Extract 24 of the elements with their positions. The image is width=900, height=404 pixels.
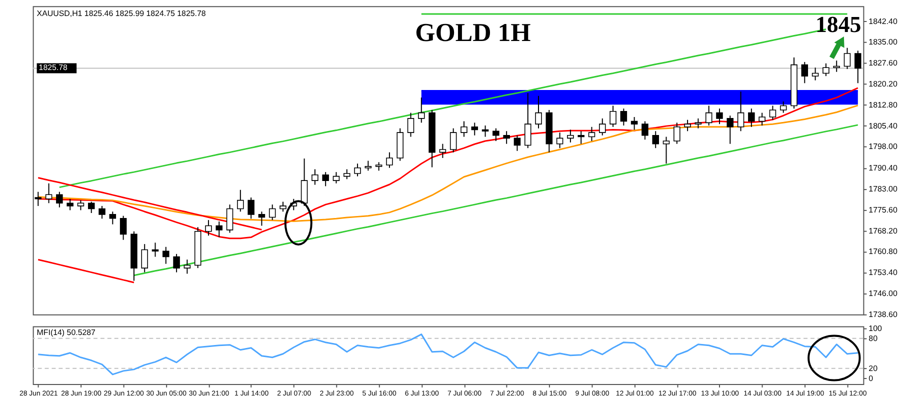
chart-title: MFI(14) 50.5287 [36, 328, 96, 338]
y-tick-label: 1775.60 [868, 205, 898, 214]
y-tick-label: 1827.60 [868, 58, 898, 68]
y-tick-label: 1805.40 [868, 121, 898, 130]
y-tick-label: 1820.20 [868, 79, 898, 88]
annotation: XAUUSD,H1 1825.46 1825.99 1824.75 1825.78 [36, 9, 206, 18]
text: GOLD 1H [415, 18, 531, 47]
y-tick-label: 1842.40 [868, 16, 898, 26]
y-tick-label: 1746.00 [868, 288, 898, 298]
y-tick-label: 1798.00 [868, 142, 898, 152]
y-tick-label: 100 [868, 324, 883, 333]
ref-line-label: 1825.78 [38, 63, 68, 72]
y-tick-label: 1835.00 [868, 38, 898, 47]
y-tick-label: 1790.40 [868, 164, 898, 173]
y-tick-label: 1812.80 [868, 100, 898, 110]
y-tick-label: 1753.40 [868, 268, 898, 278]
y-tick-label: 1738.60 [868, 310, 898, 319]
y-tick-label: 20 [868, 364, 878, 373]
y-tick-label: 1760.80 [868, 247, 898, 256]
y-tick-label: 0 [868, 374, 874, 383]
y-tick-label: 1768.20 [868, 226, 898, 236]
annotation: 1845 [815, 12, 862, 37]
y-tick-label: 1783.00 [868, 184, 898, 194]
y-tick-label: 80 [868, 334, 878, 343]
